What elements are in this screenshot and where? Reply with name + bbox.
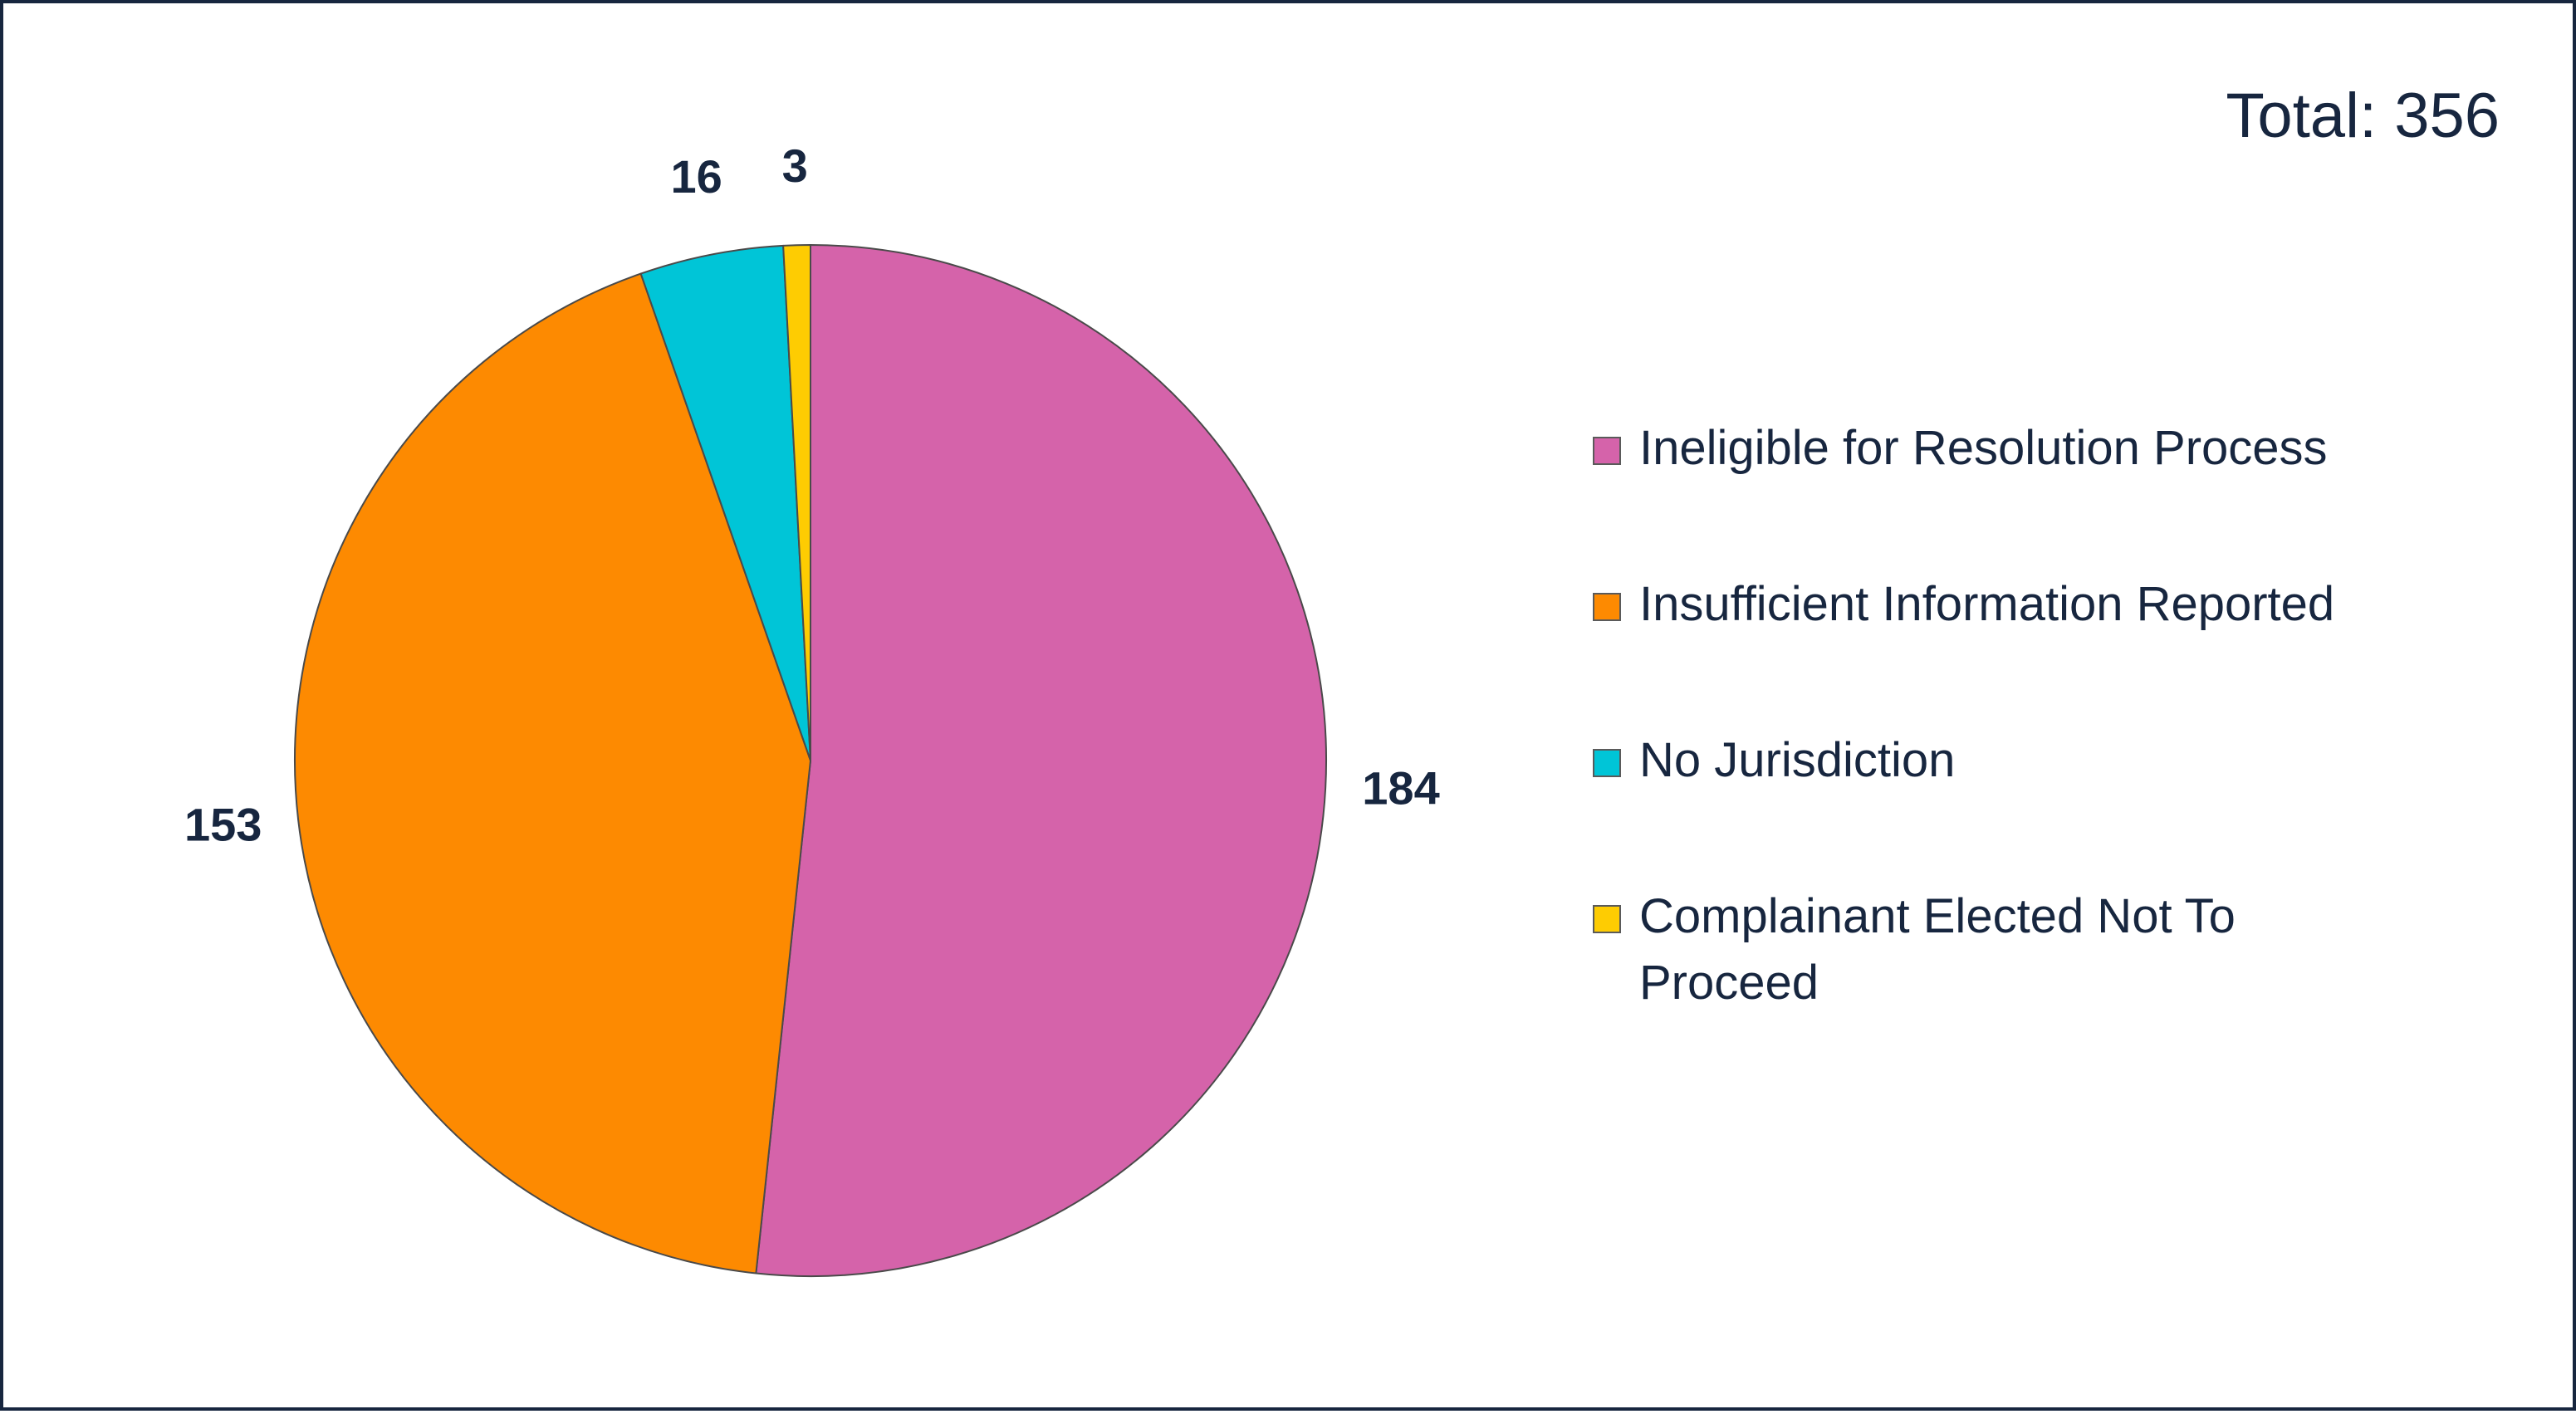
pie-slice-elected-not-to-proceed: [782, 244, 811, 761]
legend-label-no-jurisdiction: No Jurisdiction: [1639, 733, 1956, 787]
pie-slice-no-jurisdiction: [639, 244, 811, 761]
legend-swatch-ineligible: [1593, 437, 1621, 465]
pie-slice-ineligible: [755, 244, 1327, 1277]
legend-swatch-no-jurisdiction: [1593, 749, 1621, 777]
legend-item-insufficient-information: Insufficient Information Reported: [1593, 571, 2423, 638]
legend-label-elected-not-to-proceed: Complainant Elected Not To Proceed: [1639, 889, 2236, 1010]
legend: Ineligible for Resolution Process Insuff…: [1593, 415, 2423, 1016]
pie-slices: [294, 244, 1327, 1277]
total-label: Total: 356: [2226, 81, 2500, 151]
data-label-no-jurisdiction: 16: [670, 150, 722, 203]
legend-item-ineligible: Ineligible for Resolution Process: [1593, 415, 2423, 482]
pie-chart: 184 153 16 3: [184, 139, 1440, 1277]
legend-item-elected-not-to-proceed: Complainant Elected Not To Proceed: [1593, 883, 2423, 1016]
pie-slice-insufficient-information: [294, 272, 811, 1275]
legend-item-no-jurisdiction: No Jurisdiction: [1593, 727, 2423, 794]
pie-data-labels: 184 153 16 3: [184, 139, 1440, 850]
legend-label-insufficient-information: Insufficient Information Reported: [1639, 577, 2335, 631]
legend-label-ineligible: Ineligible for Resolution Process: [1639, 421, 2328, 475]
legend-swatch-insufficient-information: [1593, 593, 1621, 621]
data-label-insufficient-information: 153: [184, 798, 262, 850]
data-label-ineligible: 184: [1362, 761, 1439, 814]
data-label-elected-not-to-proceed: 3: [782, 139, 808, 192]
legend-swatch-elected-not-to-proceed: [1593, 905, 1621, 933]
